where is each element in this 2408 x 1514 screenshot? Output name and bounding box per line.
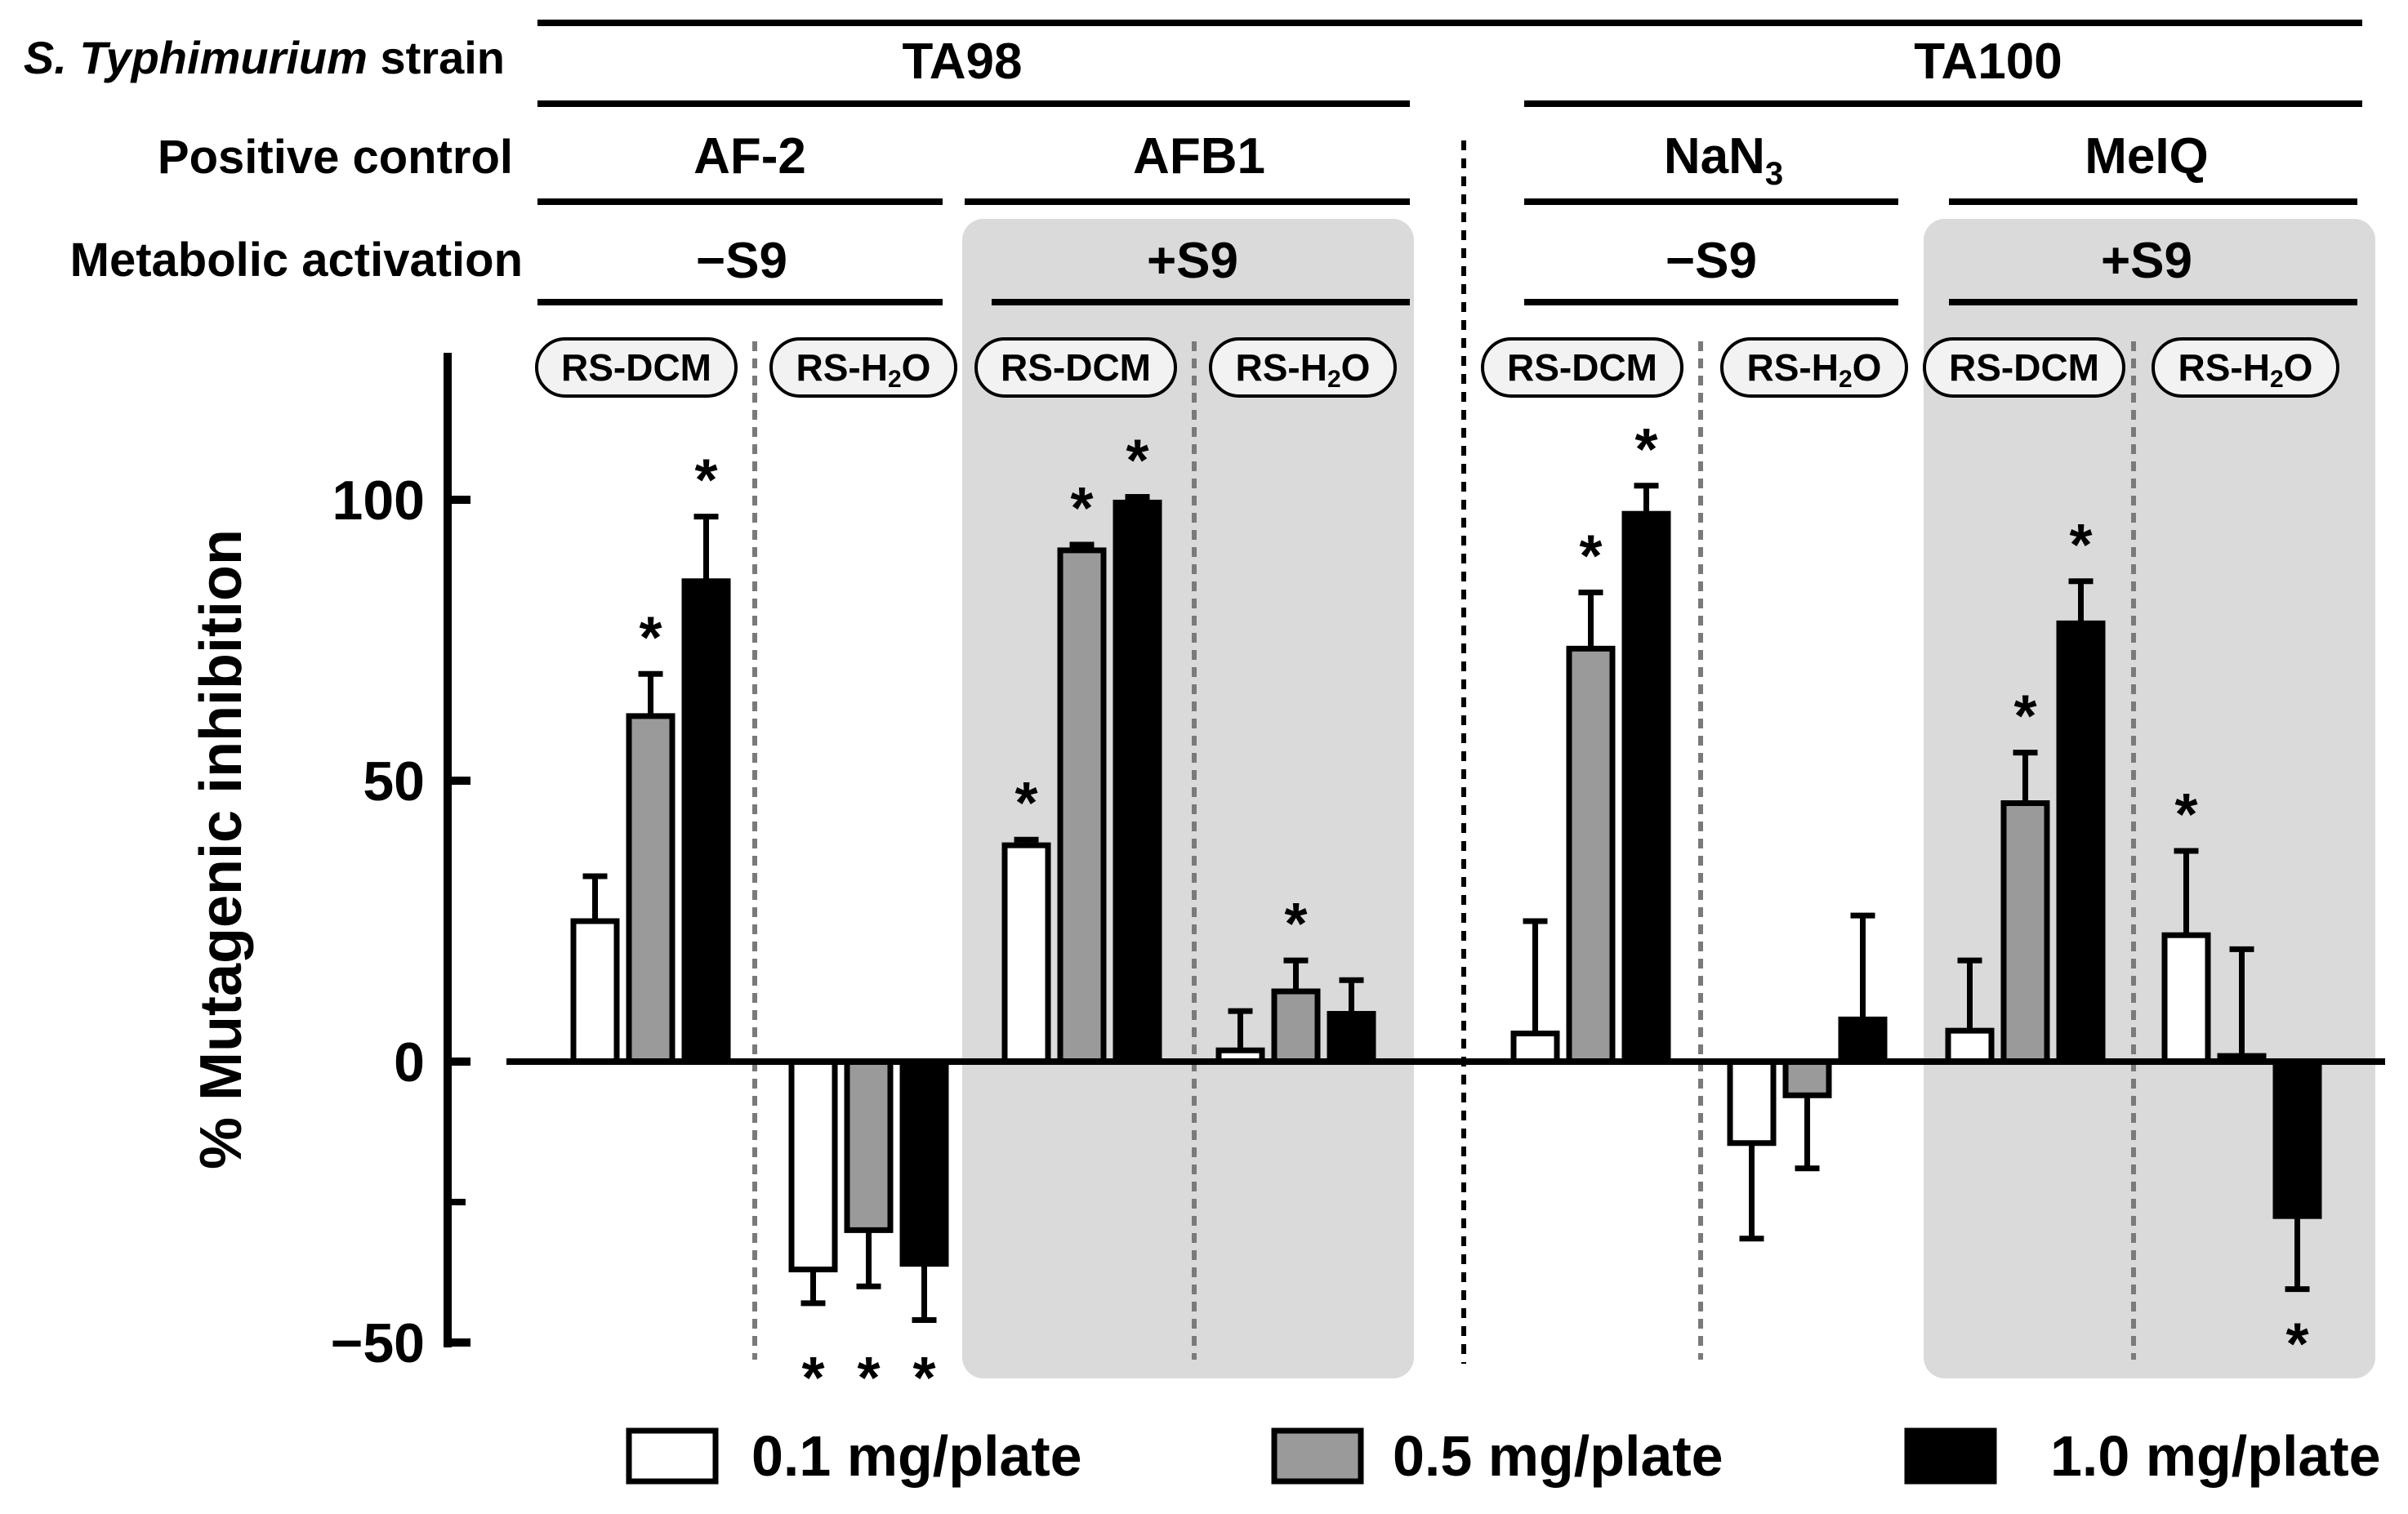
significance-star-g1-s0: * [801, 1346, 824, 1411]
bar-g6-s1 [2000, 800, 2050, 1065]
legend-swatch-0.1 [626, 1427, 719, 1485]
extract-pill-afb1-dcm: RS-DCM [974, 337, 1177, 398]
svg-text:RS-DCM: RS-DCM [561, 346, 711, 389]
bar-g3-s2 [1327, 1011, 1376, 1065]
extract-separators [752, 341, 2136, 1360]
control-afb1-label: AFB1 [1133, 128, 1265, 185]
bar-g4-s1 [1566, 645, 1616, 1065]
significance-star-g3-s1: * [1284, 892, 1307, 957]
bar-g5-s1 [1782, 1058, 1832, 1098]
significance-star-g4-s2: * [1634, 417, 1657, 483]
bar-g6-s2 [2056, 620, 2106, 1065]
bar-g0-s1 [626, 713, 676, 1065]
significance-star-g0-s1: * [639, 605, 662, 670]
extract-pill-af2-h2o: RS-H2O [769, 337, 957, 398]
bar-g3-s1 [1271, 988, 1321, 1065]
y-tick-label-0: 0 [394, 1031, 425, 1093]
strain-row-label: S. Typhimurium strain [24, 32, 505, 83]
bar-g0-s2 [681, 578, 731, 1065]
extract-pill-meiq-dcm: RS-DCM [1923, 337, 2125, 398]
activation-nan3-label: −S9 [1666, 233, 1757, 289]
activation-meiq-label: +S9 [2101, 233, 2192, 289]
extract-pill-nan3-dcm: RS-DCM [1481, 337, 1683, 398]
bar-g1-s2 [899, 1058, 949, 1267]
shade-afb1-s9-region [962, 219, 1414, 1378]
control-nan3-label: NaN3 [1664, 128, 1783, 192]
bar-g5-s0 [1727, 1058, 1777, 1147]
extract-pill-meiq-h2o: RS-H2O [2152, 337, 2339, 398]
significance-star-g2-s2: * [1126, 429, 1148, 494]
significance-star-g4-s1: * [1579, 524, 1602, 590]
bar-g0-s0 [570, 918, 620, 1065]
positive-control-row-label: Positive control [158, 131, 513, 184]
svg-text:RS-H2O: RS-H2O [796, 346, 931, 393]
bar-g5-s2 [1838, 1016, 1888, 1065]
legend: 0.1 mg/plate 0.5 mg/plate 1.0 mg/plate [626, 1424, 2381, 1488]
control-meiq-label: MeIQ [2085, 128, 2209, 185]
extract-pill-af2-dcm: RS-DCM [535, 337, 738, 398]
bar-g7-s0 [2161, 932, 2211, 1065]
significance-star-g1-s2: * [912, 1346, 935, 1411]
bar-g7-s2 [2272, 1058, 2322, 1219]
significance-star-g1-s1: * [857, 1346, 880, 1411]
significance-star-g6-s2: * [2069, 513, 2092, 578]
svg-text:RS-DCM: RS-DCM [1949, 346, 2099, 389]
bar-g1-s0 [788, 1058, 838, 1273]
significance-star-g2-s1: * [1070, 476, 1093, 541]
bar-g6-s0 [1945, 1027, 1995, 1065]
strain-ta98-label: TA98 [902, 33, 1022, 90]
bars-layer: * * * * * * * * * * * * * * * [570, 417, 2322, 1411]
bar-g2-s2 [1113, 499, 1162, 1065]
significance-star-g7-s0: * [2174, 782, 2197, 848]
legend-swatch-0.5 [1271, 1427, 1364, 1485]
extract-labels: RS-DCM RS-H2O RS-DCM RS-H2O RS-DCM RS-H2… [535, 337, 2339, 398]
metabolic-activation-row-label: Metabolic activation [70, 234, 523, 287]
strain-ta100-label: TA100 [1914, 33, 2062, 90]
legend-swatch-1.0 [1904, 1427, 1997, 1485]
activation-af2-label: −S9 [696, 233, 787, 289]
svg-text:RS-H2O: RS-H2O [2178, 346, 2313, 393]
significance-star-g0-s2: * [694, 448, 717, 514]
svg-text:RS-DCM: RS-DCM [1001, 346, 1151, 389]
shade-meiq-s9-region [1924, 219, 2375, 1378]
y-tick-label-50: 50 [363, 750, 425, 813]
legend-label-1.0: 1.0 mg/plate [2050, 1424, 2381, 1488]
svg-text:RS-H2O: RS-H2O [1236, 346, 1371, 393]
bar-g4-s2 [1621, 510, 1671, 1065]
bar-g4-s0 [1510, 1031, 1560, 1065]
y-ticks-layer: −50 0 50 100 [331, 470, 470, 1374]
activation-afb1-label: +S9 [1147, 233, 1238, 289]
extract-pill-nan3-h2o: RS-H2O [1720, 337, 1908, 398]
y-tick-label--50: −50 [331, 1312, 425, 1374]
header-rules [537, 20, 2362, 305]
y-axis-label: % Mutagenic inhibition [189, 529, 254, 1169]
significance-star-g6-s1: * [2013, 684, 2036, 750]
significance-star-g7-s2: * [2285, 1312, 2308, 1378]
extract-pill-afb1-h2o: RS-H2O [1209, 337, 1397, 398]
significance-star-g2-s0: * [1014, 771, 1037, 836]
svg-text:RS-DCM: RS-DCM [1507, 346, 1657, 389]
bar-g2-s1 [1057, 547, 1107, 1065]
bar-g1-s1 [844, 1058, 894, 1233]
legend-label-0.1: 0.1 mg/plate [751, 1424, 1082, 1488]
control-af2-label: AF-2 [693, 128, 806, 185]
legend-label-0.5: 0.5 mg/plate [1393, 1424, 1724, 1488]
y-tick-label-100: 100 [332, 470, 425, 532]
svg-text:RS-H2O: RS-H2O [1747, 346, 1882, 393]
bar-g2-s0 [1001, 842, 1051, 1065]
